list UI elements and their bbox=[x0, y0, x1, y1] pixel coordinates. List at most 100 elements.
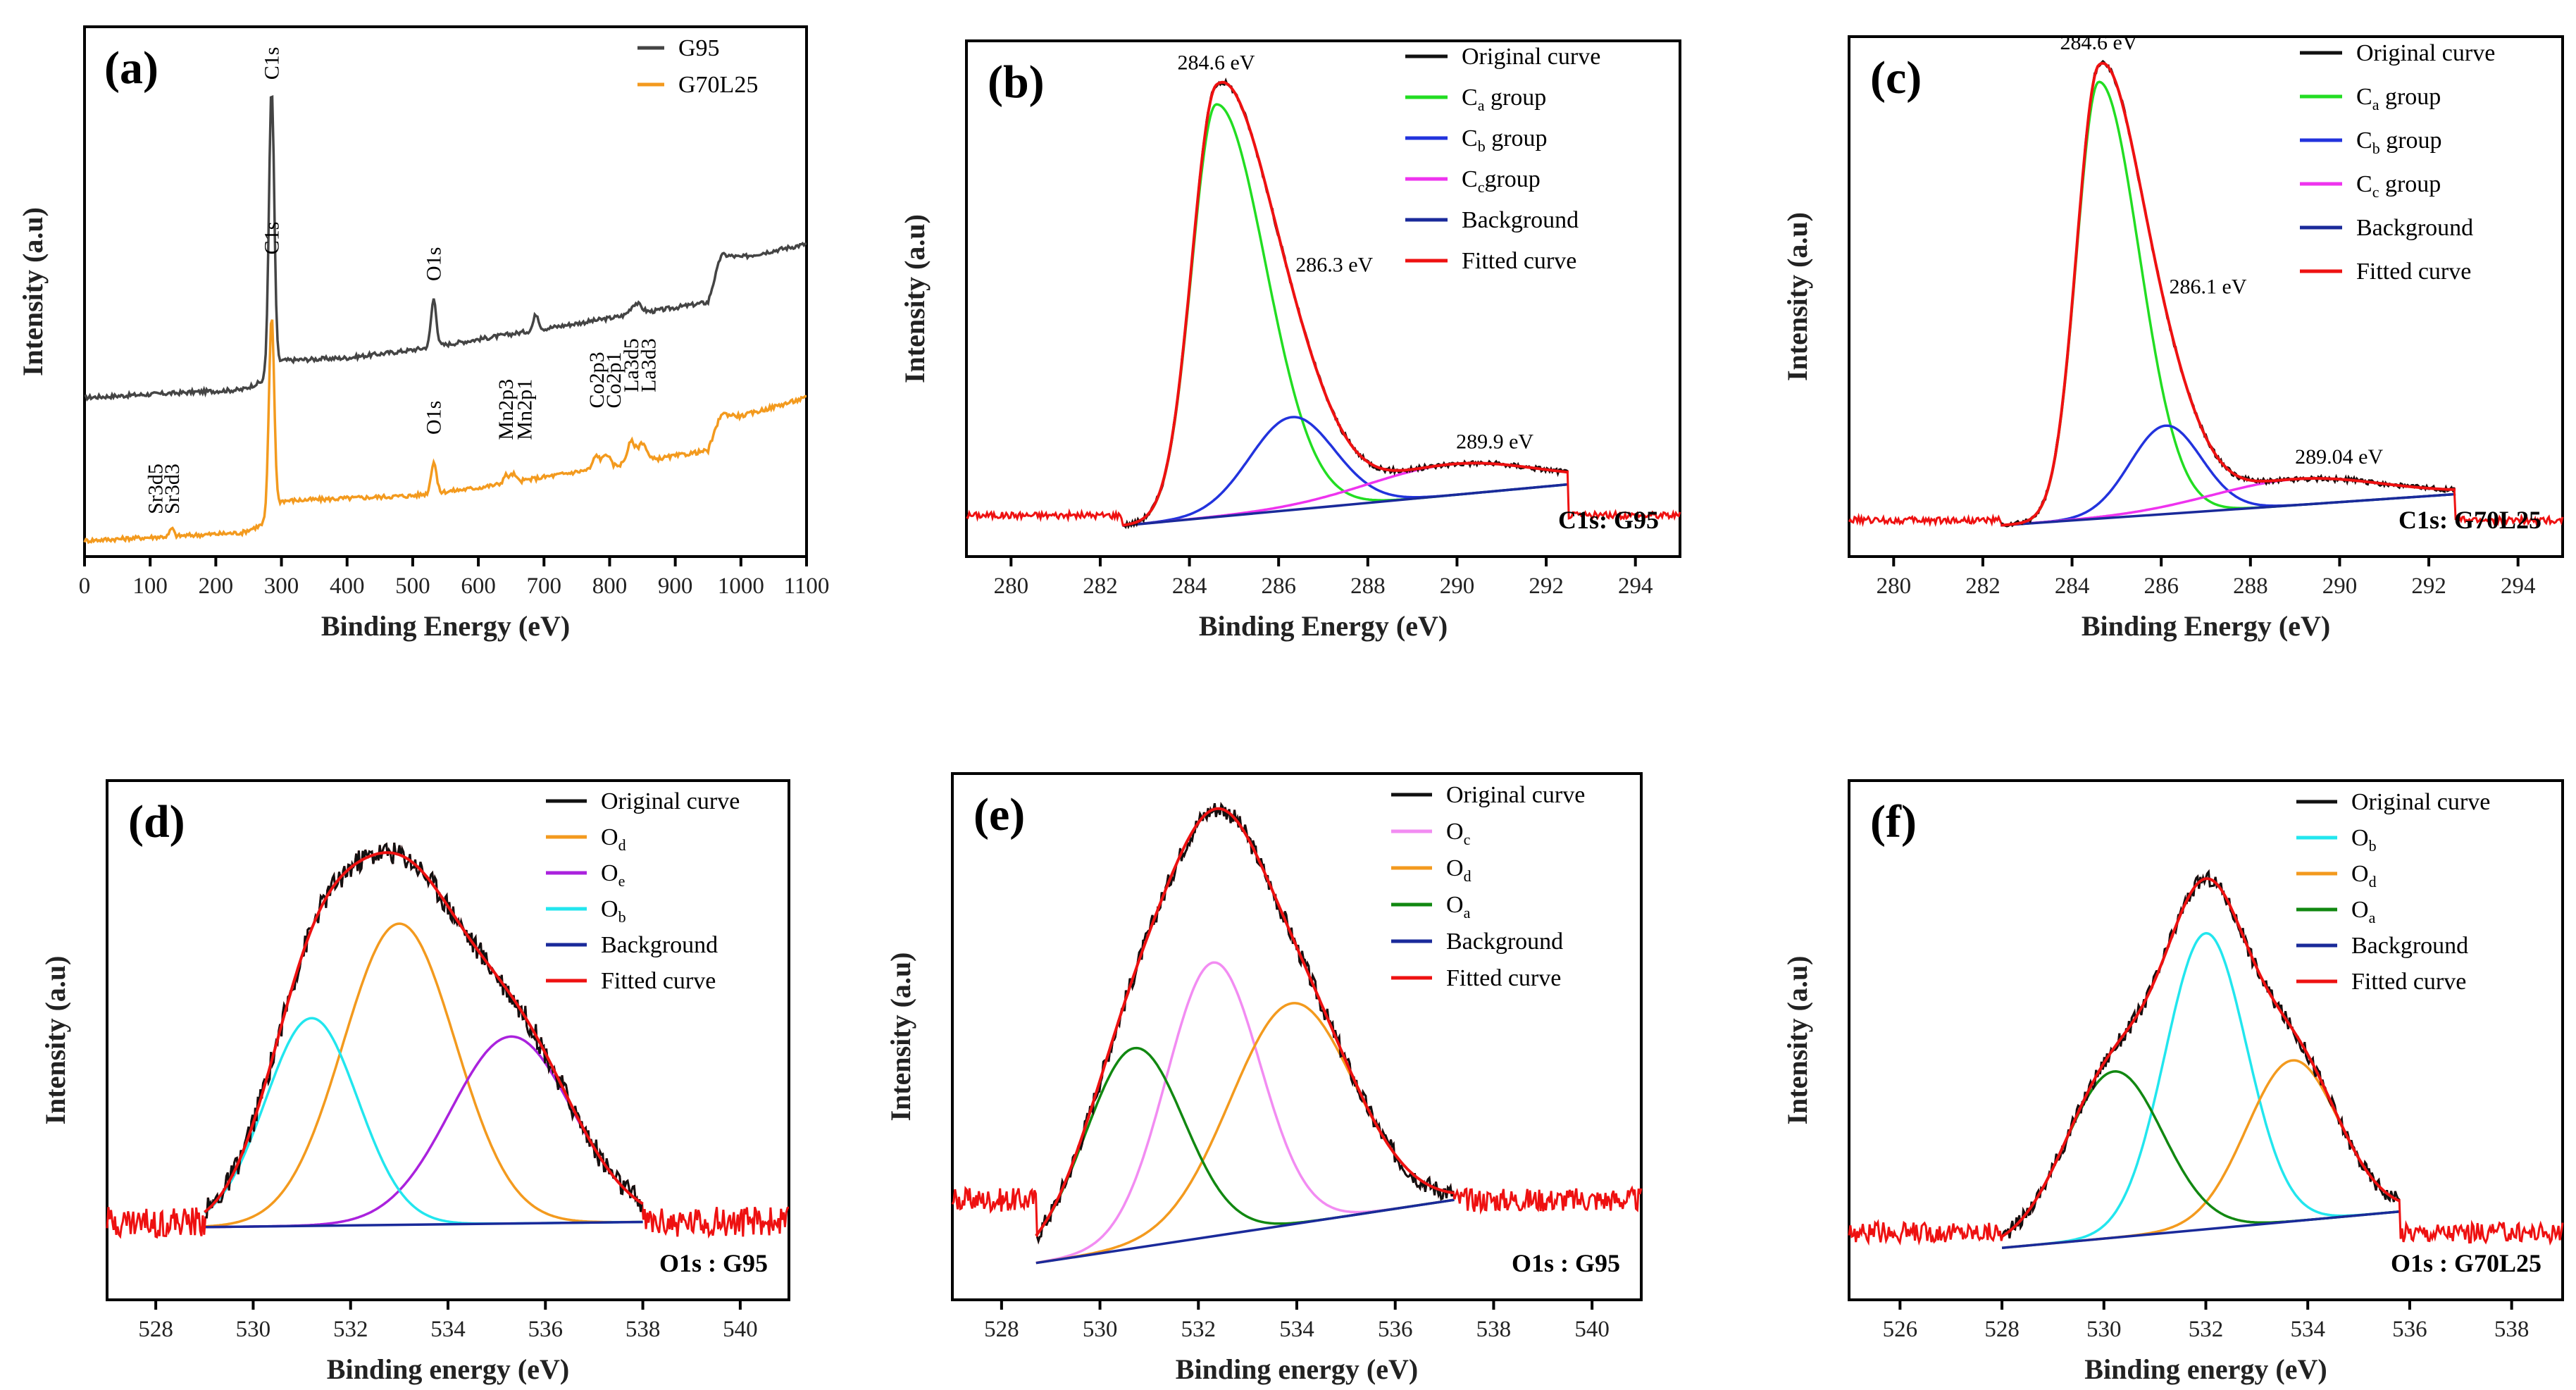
background-line bbox=[1122, 483, 1569, 527]
y-axis-label: Intensity (a.u) bbox=[899, 214, 931, 383]
component-oc bbox=[1035, 961, 1455, 1265]
peak-energy-label: 289.9 eV bbox=[1456, 430, 1533, 454]
spectrum-caption: O1s : G95 bbox=[1512, 1249, 1620, 1277]
x-tick-label: 538 bbox=[1476, 1317, 1512, 1342]
x-tick-label: 300 bbox=[264, 573, 299, 599]
x-tick-label: 294 bbox=[2501, 573, 2536, 599]
x-tick-label: 290 bbox=[1440, 573, 1475, 599]
legend-entry: Background bbox=[2356, 215, 2473, 241]
fitted-curve bbox=[1035, 807, 1455, 1237]
series-g70l25 bbox=[83, 319, 807, 545]
y-axis-label: Intensity (a.u) bbox=[39, 955, 71, 1124]
peak-label: La3d3 bbox=[637, 338, 660, 392]
legend-entry: Ccgroup bbox=[1462, 166, 1541, 196]
x-tick-label: 600 bbox=[461, 573, 496, 599]
x-tick-label: 292 bbox=[1529, 573, 1564, 599]
legend-entry: Background bbox=[1446, 929, 1563, 955]
x-tick-label: 294 bbox=[1618, 573, 1653, 599]
series-g95 bbox=[84, 95, 807, 402]
legend-entry: Original curve bbox=[1446, 782, 1585, 808]
peak-label: O1s bbox=[423, 401, 446, 435]
x-tick-label: 540 bbox=[1574, 1317, 1610, 1342]
panel-label: (d) bbox=[128, 796, 185, 848]
fitted-curve bbox=[204, 851, 644, 1214]
x-tick-label: 400 bbox=[330, 573, 365, 599]
panel-label: (e) bbox=[973, 789, 1025, 840]
y-axis-label: Intensity (a.u) bbox=[1781, 955, 1813, 1124]
x-tick-label: 284 bbox=[2055, 573, 2090, 599]
legend-entry: Fitted curve bbox=[2356, 259, 2471, 285]
peak-label: Mn2p3 bbox=[494, 379, 518, 440]
x-tick-label: 526 bbox=[1883, 1317, 1918, 1342]
measured-tail bbox=[966, 77, 1681, 530]
component-cc-group bbox=[1122, 461, 1569, 527]
legend-entry: Od bbox=[1446, 855, 1471, 885]
x-tick-label: 290 bbox=[2322, 573, 2358, 599]
panel-label: (f) bbox=[1870, 796, 1917, 848]
legend-entry: Cb group bbox=[2356, 128, 2442, 157]
legend-entry: Fitted curve bbox=[601, 968, 716, 994]
x-tick-label: 528 bbox=[138, 1317, 173, 1342]
fitted-curve bbox=[2001, 877, 2401, 1238]
x-axis-label: Binding Energy (eV) bbox=[2082, 610, 2330, 642]
plot-frame bbox=[83, 25, 808, 558]
panel-e-o1s-g95: 528 530 532 534 536 538 540 Binding energy (eV)… bbox=[885, 772, 1643, 1385]
x-tick-label: 282 bbox=[1083, 573, 1118, 599]
peak-label: Mn2p1 bbox=[513, 379, 536, 440]
x-tick-label: 100 bbox=[132, 573, 168, 599]
original-curve bbox=[205, 842, 643, 1219]
legend-entry: G70L25 bbox=[678, 72, 758, 98]
panel-b-c1s-g95: 280 282 284 286 288 290 292 294 Binding Energy (… bbox=[899, 39, 1681, 642]
legend-entry: Oc bbox=[1446, 819, 1471, 848]
component-od bbox=[204, 922, 643, 1228]
legend-entry: Fitted curve bbox=[2351, 969, 2466, 995]
peak-label: Sr3d3 bbox=[161, 464, 184, 514]
peak-energy-label: 289.04 eV bbox=[2295, 445, 2383, 468]
x-tick-label: 534 bbox=[430, 1317, 466, 1342]
legend-entry: Od bbox=[601, 824, 626, 854]
x-axis-label: Binding energy (eV) bbox=[1176, 1353, 1418, 1385]
peak-energy-label: 286.1 eV bbox=[2170, 275, 2247, 298]
legend-entry: Original curve bbox=[1462, 44, 1600, 70]
component-ob bbox=[2001, 931, 2400, 1250]
x-tick-label: 286 bbox=[2143, 573, 2179, 599]
legend-entry: Oa bbox=[1446, 892, 1471, 922]
x-tick-label: 282 bbox=[1965, 573, 2001, 599]
peak-label: C1s bbox=[261, 47, 284, 80]
legend-entry: Background bbox=[2351, 933, 2468, 959]
panel-label: (b) bbox=[988, 56, 1045, 108]
legend-entry: Original curve bbox=[601, 788, 740, 814]
peak-label: Co2p1 bbox=[602, 352, 626, 408]
legend-entry: Background bbox=[1462, 207, 1579, 233]
panel-label: (c) bbox=[1870, 52, 1922, 104]
x-tick-label: 532 bbox=[1181, 1317, 1217, 1342]
x-tick-label: 292 bbox=[2411, 573, 2446, 599]
x-tick-label: 0 bbox=[79, 573, 91, 599]
legend-entry: Fitted curve bbox=[1446, 965, 1561, 991]
x-tick-label: 280 bbox=[1877, 573, 1912, 599]
peak-label: O1s bbox=[423, 247, 446, 281]
x-tick-label: 540 bbox=[723, 1317, 758, 1342]
measured-tail bbox=[1848, 869, 2564, 1246]
x-tick-label: 800 bbox=[592, 573, 628, 599]
x-tick-label: 538 bbox=[2494, 1317, 2530, 1342]
component-od bbox=[1035, 1002, 1455, 1265]
x-tick-label: 528 bbox=[984, 1317, 1019, 1342]
legend-entry: Od bbox=[2351, 861, 2377, 891]
spectrum-caption: C1s: G70L25 bbox=[2398, 506, 2541, 534]
x-tick-label: 1100 bbox=[784, 573, 830, 599]
legend-entry: Cb group bbox=[1462, 125, 1548, 155]
x-tick-label: 900 bbox=[658, 573, 693, 599]
panel-a-survey-spectrum: 0 100 200 300 400 500 600 700 800 900 1000 1100 Bind… bbox=[17, 25, 830, 642]
x-axis-label: Binding Energy (eV) bbox=[1199, 610, 1448, 642]
legend-entry: Ob bbox=[601, 896, 626, 926]
measured-tail bbox=[951, 802, 1643, 1245]
x-tick-label: 536 bbox=[1378, 1317, 1413, 1342]
peak-label: Co2p3 bbox=[585, 352, 609, 408]
y-axis-label: Intensity (a.u) bbox=[17, 207, 49, 376]
plot-frame bbox=[965, 39, 1681, 558]
legend-entry: G95 bbox=[678, 35, 720, 61]
legend-entry: Original curve bbox=[2356, 40, 2495, 66]
x-tick-label: 536 bbox=[2392, 1317, 2427, 1342]
